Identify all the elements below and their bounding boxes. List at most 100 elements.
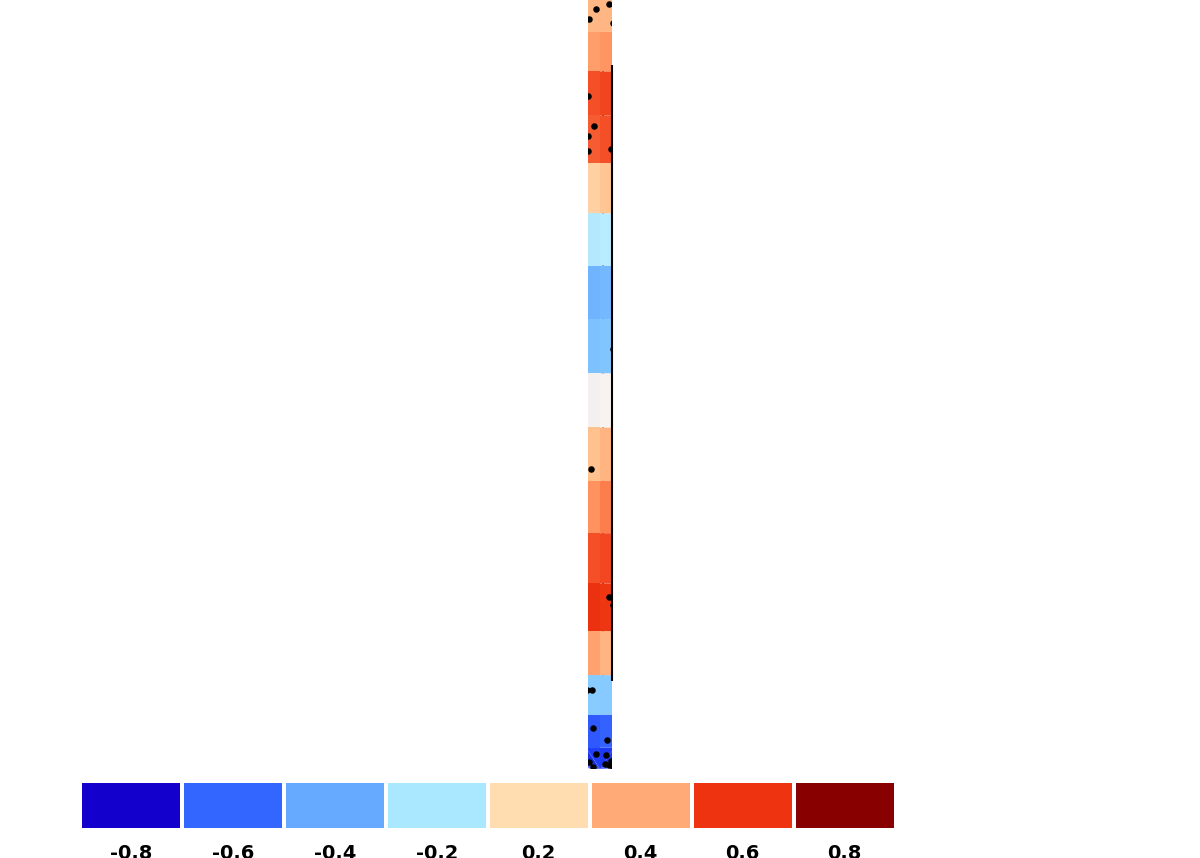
Point [488, 758, 508, 771]
Point [584, 119, 604, 133]
Polygon shape [823, 32, 913, 71]
Point [767, 652, 786, 666]
Polygon shape [962, 481, 1024, 533]
Point [647, 329, 666, 342]
Point [755, 89, 774, 103]
Point [788, 714, 808, 728]
Point [496, 734, 515, 747]
Point [826, 96, 845, 110]
Point [672, 91, 691, 105]
Point [1159, 94, 1178, 107]
Point [646, 746, 665, 759]
Point [636, 0, 655, 13]
Polygon shape [1048, 163, 1123, 214]
Polygon shape [366, 71, 430, 115]
Polygon shape [512, 373, 557, 427]
Point [562, 734, 581, 748]
Polygon shape [342, 747, 600, 770]
Polygon shape [600, 481, 642, 533]
Point [168, 650, 187, 664]
Polygon shape [686, 715, 756, 747]
Point [313, 45, 332, 59]
Polygon shape [430, 675, 488, 715]
Point [182, 136, 202, 150]
Polygon shape [643, 715, 689, 747]
Polygon shape [828, 631, 900, 675]
Point [778, 723, 797, 737]
Polygon shape [667, 583, 712, 631]
Polygon shape [862, 319, 908, 373]
Point [943, 684, 962, 698]
Polygon shape [600, 747, 672, 770]
Polygon shape [287, 675, 377, 715]
Polygon shape [340, 115, 400, 163]
Polygon shape [802, 481, 854, 533]
Point [877, 79, 896, 93]
Polygon shape [78, 583, 166, 631]
Polygon shape [359, 533, 414, 583]
Point [617, 457, 636, 471]
Point [811, 686, 830, 700]
Point [568, 601, 587, 615]
Polygon shape [600, 631, 634, 675]
Polygon shape [173, 32, 288, 71]
Point [713, 687, 732, 701]
Point [1042, 56, 1061, 69]
Point [54, 96, 73, 110]
Point [220, 599, 239, 613]
Point [326, 197, 346, 211]
Polygon shape [658, 715, 712, 747]
Point [64, 190, 83, 203]
Polygon shape [488, 715, 542, 747]
Point [523, 758, 542, 772]
Polygon shape [935, 32, 1056, 71]
Point [817, 116, 836, 130]
Polygon shape [526, 115, 566, 163]
Polygon shape [767, 115, 823, 163]
Point [726, 97, 745, 111]
Point [558, 758, 577, 772]
Point [881, 602, 900, 616]
Polygon shape [377, 583, 433, 631]
Point [300, 20, 319, 33]
Polygon shape [1134, 115, 1200, 163]
Point [509, 136, 528, 150]
Polygon shape [712, 32, 770, 71]
Point [704, 502, 724, 516]
Point [164, 145, 184, 159]
Point [422, 546, 442, 559]
Polygon shape [499, 747, 600, 770]
Point [900, 199, 919, 213]
Polygon shape [1134, 583, 1200, 631]
Point [696, 486, 715, 500]
Polygon shape [160, 319, 208, 373]
Polygon shape [515, 32, 556, 71]
Point [577, 683, 596, 697]
Point [179, 82, 198, 95]
Point [155, 686, 174, 700]
Polygon shape [623, 32, 656, 71]
Polygon shape [202, 32, 310, 71]
Polygon shape [120, 265, 176, 319]
Point [811, 194, 830, 208]
Polygon shape [166, 631, 258, 675]
Polygon shape [456, 747, 600, 770]
Point [1129, 82, 1148, 96]
Polygon shape [72, 319, 120, 373]
Polygon shape [786, 0, 912, 32]
Polygon shape [258, 675, 354, 715]
Point [644, 759, 664, 773]
Polygon shape [1034, 583, 1122, 631]
Polygon shape [262, 214, 318, 265]
Polygon shape [689, 675, 743, 715]
Point [1140, 518, 1159, 532]
Point [299, 33, 318, 47]
Polygon shape [1085, 163, 1164, 214]
Point [748, 32, 767, 45]
Point [830, 166, 850, 180]
Point [767, 0, 786, 13]
Point [101, 551, 120, 565]
Point [914, 131, 934, 145]
Point [348, 493, 367, 507]
Point [727, 80, 746, 94]
